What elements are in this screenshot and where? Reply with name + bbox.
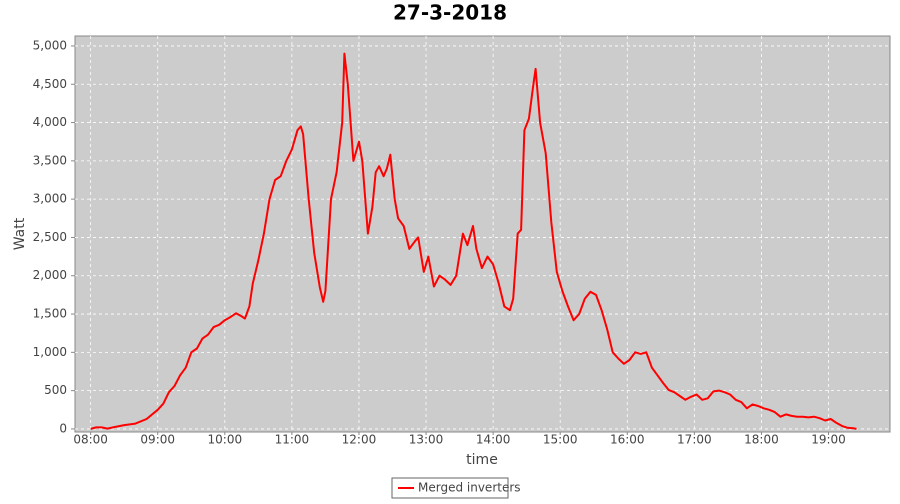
y-tick-label: 1,000 [33, 345, 67, 359]
legend-label: Merged inverters [418, 481, 521, 495]
y-tick-label: 5,000 [33, 38, 67, 52]
y-tick-label: 500 [44, 383, 67, 397]
x-tick-label: 08:00 [73, 433, 108, 447]
y-tick-label: 1,500 [33, 307, 67, 321]
y-axis-label: Watt [12, 217, 28, 250]
line [90, 52, 857, 430]
plot-area [74, 35, 891, 433]
x-tick-label: 11:00 [275, 433, 310, 447]
x-axis-label: time [466, 452, 498, 468]
chart-title: 27-3-2018 [393, 1, 507, 25]
y-tick-label: 2,500 [33, 230, 67, 244]
y-tick-label: 2,000 [33, 268, 67, 282]
y-tick-label: 4,500 [33, 77, 67, 91]
x-tick-label: 18:00 [744, 433, 779, 447]
y-tick-label: 0 [59, 421, 67, 435]
y-tick-label: 3,500 [33, 153, 67, 167]
x-tick-label: 14:00 [476, 433, 511, 447]
legend [391, 477, 509, 499]
x-tick-label: 09:00 [140, 433, 175, 447]
x-tick-label: 17:00 [677, 433, 712, 447]
x-tick-label: 13:00 [409, 433, 444, 447]
x-tick-label: 19:00 [811, 433, 846, 447]
x-tick-label: 12:00 [342, 433, 377, 447]
y-tick-label: 3,000 [33, 192, 67, 206]
y-tick-label: 4,000 [33, 115, 67, 129]
x-tick-label: 16:00 [610, 433, 645, 447]
x-tick-label: 15:00 [543, 433, 578, 447]
x-tick-label: 10:00 [208, 433, 243, 447]
